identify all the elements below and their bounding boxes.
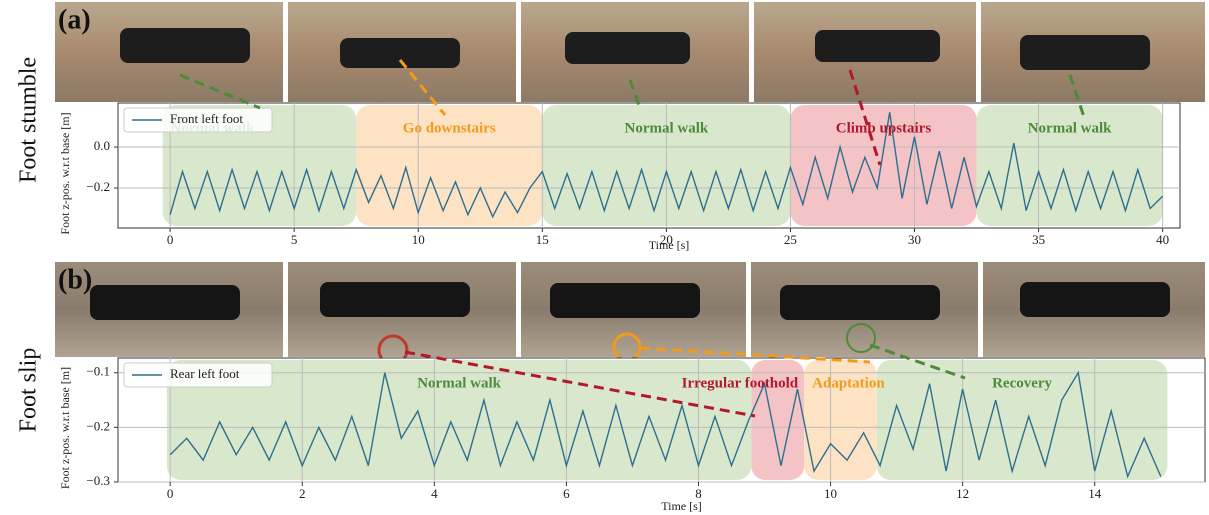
- x-tick-label: 14: [1088, 486, 1102, 501]
- y-axis-label: Foot z-pos. w.r.t base [m]: [58, 112, 72, 234]
- leader-lines: [179, 59, 1087, 418]
- charts: 0.0−0.20510152025303540Normal walkGo dow…: [16, 4, 1206, 513]
- legend-label: Front left foot: [170, 111, 243, 126]
- x-tick-label: 8: [695, 486, 702, 501]
- row-label: Foot slip: [16, 348, 42, 433]
- x-tick-label: 30: [908, 232, 921, 247]
- photo-row-a: [55, 2, 1205, 102]
- x-tick-label: 0: [167, 232, 174, 247]
- y-tick-label: −0.2: [86, 418, 110, 433]
- legend-box: [123, 107, 273, 133]
- region-label: Go downstairs: [403, 120, 496, 136]
- x-tick-label: 40: [1156, 232, 1169, 247]
- region: [790, 105, 977, 226]
- region-label: Normal walk: [417, 375, 501, 391]
- region: [356, 105, 543, 226]
- x-tick-label: 20: [660, 232, 673, 247]
- y-tick-label: −0.3: [86, 473, 110, 488]
- y-tick-label: −0.2: [86, 179, 110, 194]
- x-tick-label: 10: [412, 232, 425, 247]
- panel-label: (b): [58, 264, 92, 295]
- x-tick-label: 25: [784, 232, 797, 247]
- robot-silhouettes: [90, 282, 1170, 320]
- x-tick-label: 5: [291, 232, 298, 247]
- legend-box: [123, 362, 273, 388]
- x-tick-label: 35: [1032, 232, 1045, 247]
- highlight-circle: [846, 323, 876, 353]
- panel-label: (a): [58, 4, 91, 35]
- x-tick-label: 2: [299, 486, 306, 501]
- row-label: Foot stumble: [16, 57, 42, 183]
- robot-silhouettes: [120, 28, 1150, 70]
- region-label: Irregular foothold: [682, 375, 799, 391]
- chart: −0.1 −0.2 −0.3 0 2 4 6 8 10 12 14 Normal walk Irregu…: [16, 264, 1206, 513]
- region-label: Normal walk: [1028, 120, 1112, 136]
- region: [162, 105, 357, 226]
- x-tick-label: 4: [431, 486, 438, 501]
- x-tick-label: 6: [563, 486, 570, 501]
- region-label: Climb upstairs: [836, 120, 932, 136]
- data-line: [169, 112, 1164, 219]
- region-label: Recovery: [992, 375, 1052, 391]
- region: [751, 360, 805, 480]
- x-axis-label: Time [s]: [661, 499, 702, 513]
- x-tick-label: 0: [167, 486, 174, 501]
- chart: 0.0 −0.2 0 5 10 15 20 25 30 35 40 Normal walk Go dow…: [16, 4, 1181, 252]
- x-axis-label: Time [s]: [649, 238, 690, 252]
- y-axis-label: Foot z-pos. w.r.t base [m]: [58, 367, 72, 489]
- legend-label: Rear left foot: [170, 366, 240, 381]
- region-label: Adaptation: [812, 375, 885, 391]
- data-line: [169, 370, 1162, 479]
- region: [166, 360, 752, 480]
- x-tick-label: 12: [956, 486, 969, 501]
- region-label: Normal walk: [624, 120, 708, 136]
- photo-row-b: [55, 262, 1205, 366]
- x-tick-label: 10: [824, 486, 837, 501]
- region: [804, 360, 877, 480]
- x-tick-label: 15: [536, 232, 549, 247]
- y-tick-label: −0.1: [86, 364, 110, 379]
- y-tick-label: 0.0: [94, 138, 110, 153]
